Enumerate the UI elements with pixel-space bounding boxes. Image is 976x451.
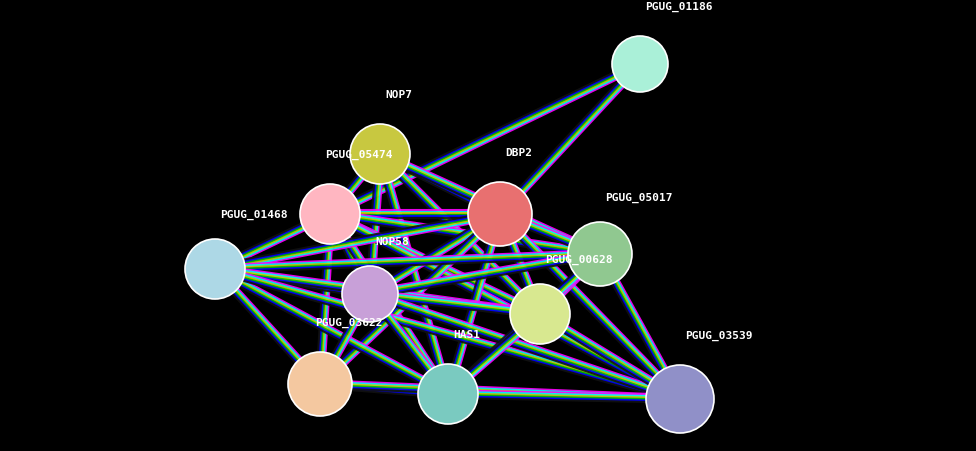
- Text: PGUG_03539: PGUG_03539: [685, 330, 752, 341]
- Text: NOP58: NOP58: [375, 236, 409, 246]
- Circle shape: [418, 364, 478, 424]
- Circle shape: [646, 365, 714, 433]
- Circle shape: [300, 184, 360, 244]
- Text: PGUG_05474: PGUG_05474: [325, 150, 392, 160]
- Circle shape: [350, 125, 410, 184]
- Text: PGUG_01186: PGUG_01186: [645, 2, 712, 12]
- Circle shape: [288, 352, 352, 416]
- Circle shape: [612, 37, 668, 93]
- Circle shape: [568, 222, 632, 286]
- Text: PGUG_03622: PGUG_03622: [315, 318, 383, 327]
- Text: HAS1: HAS1: [453, 329, 480, 339]
- Text: NOP7: NOP7: [385, 90, 412, 100]
- Text: PGUG_00628: PGUG_00628: [545, 254, 613, 265]
- Circle shape: [468, 183, 532, 246]
- Circle shape: [342, 267, 398, 322]
- Text: PGUG_05017: PGUG_05017: [605, 193, 672, 203]
- Text: PGUG_01468: PGUG_01468: [220, 210, 288, 220]
- Circle shape: [185, 239, 245, 299]
- Text: DBP2: DBP2: [505, 147, 532, 158]
- Circle shape: [510, 285, 570, 344]
